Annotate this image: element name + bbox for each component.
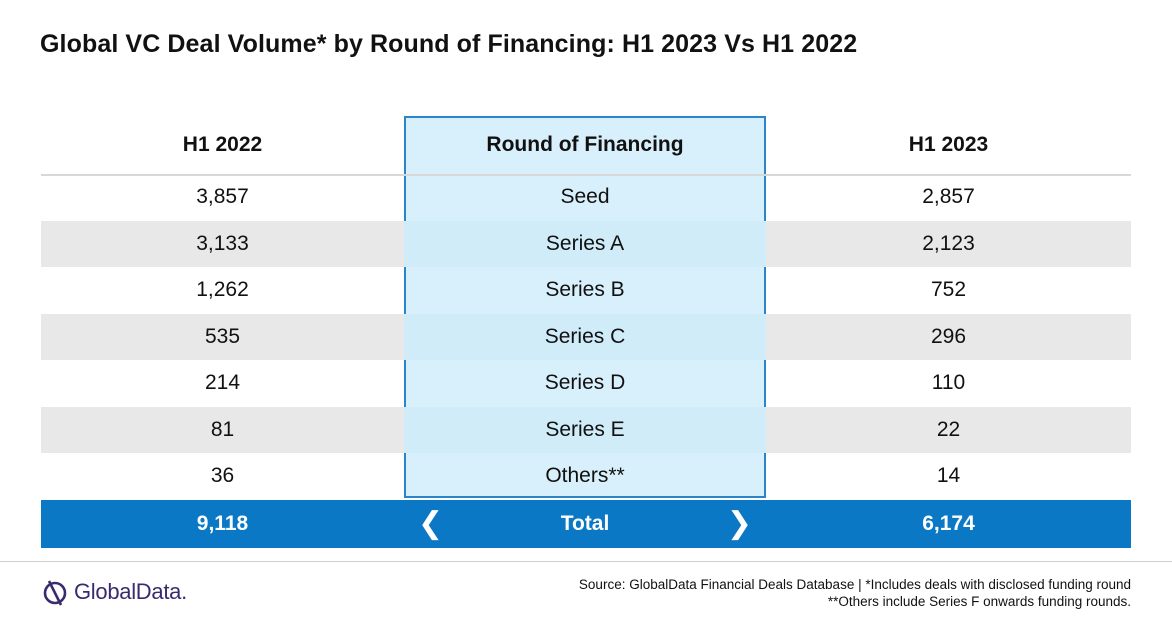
cell-h1-2022: 36 bbox=[210, 464, 235, 488]
source-line-1: Source: GlobalData Financial Deals Datab… bbox=[578, 577, 1131, 592]
cell-h1-2022: 3,133 bbox=[196, 231, 249, 255]
total-label: Total bbox=[560, 512, 610, 535]
cell-h1-2023: 22 bbox=[936, 417, 961, 441]
cell-h1-2023: 2,857 bbox=[922, 185, 975, 209]
footer-divider bbox=[0, 561, 1172, 562]
cell-h1-2022: 81 bbox=[210, 417, 235, 441]
cell-h1-2022: 3,857 bbox=[196, 185, 249, 209]
chart-title: Global VC Deal Volume* by Round of Finan… bbox=[40, 30, 858, 58]
header-round: Round of Financing bbox=[486, 133, 684, 156]
header-h1-2022: H1 2022 bbox=[182, 133, 263, 156]
total-h1-2023: 6,174 bbox=[922, 512, 975, 535]
logo-text: GlobalData. bbox=[74, 579, 187, 604]
cell-round: Series B bbox=[545, 278, 625, 302]
table-row: 3,133 Series A 2,123 bbox=[41, 220, 1131, 267]
deal-volume-table: H1 2022 Round of Financing H1 2023 3,857… bbox=[41, 116, 1131, 548]
cell-h1-2023: 752 bbox=[930, 278, 967, 302]
header-h1-2023: H1 2023 bbox=[908, 133, 989, 156]
total-row: 9,118 ❮ Total ❯ 6,174 bbox=[41, 500, 1131, 548]
chevron-right-icon: ❯ bbox=[726, 507, 752, 540]
cell-round: Series E bbox=[404, 406, 766, 453]
source-note: Source: GlobalData Financial Deals Datab… bbox=[579, 576, 1131, 610]
table-header-row: H1 2022 Round of Financing H1 2023 bbox=[41, 116, 1131, 176]
cell-h1-2023: 2,123 bbox=[922, 231, 975, 255]
total-label-cell: ❮ Total ❯ bbox=[404, 500, 766, 548]
total-h1-2022: 9,118 bbox=[196, 512, 249, 535]
cell-round: Others** bbox=[545, 464, 625, 488]
table-row: 81 Series E 22 bbox=[41, 406, 1131, 453]
cell-round: Seed bbox=[560, 185, 610, 209]
cell-h1-2023: 296 bbox=[930, 324, 967, 348]
table-row: 535 Series C 296 bbox=[41, 313, 1131, 360]
cell-round: Series C bbox=[404, 313, 766, 360]
source-line-2: **Others include Series F onwards fundin… bbox=[827, 594, 1131, 609]
cell-h1-2023: 14 bbox=[936, 464, 961, 488]
cell-round: Series D bbox=[544, 371, 626, 395]
cell-h1-2023: 110 bbox=[931, 371, 966, 395]
globaldata-logo: GlobalData. bbox=[42, 578, 187, 606]
table-row: 3,857 Seed 2,857 bbox=[41, 174, 1131, 221]
cell-h1-2022: 535 bbox=[204, 324, 241, 348]
table-row: 36 Others** 14 bbox=[41, 453, 1131, 500]
cell-round: Series A bbox=[404, 220, 766, 267]
table-row: 214 Series D 110 bbox=[41, 360, 1131, 407]
cell-h1-2022: 214 bbox=[204, 371, 241, 395]
cell-h1-2022: 1,262 bbox=[196, 278, 249, 302]
globaldata-logo-icon bbox=[43, 580, 67, 606]
table-row: 1,262 Series B 752 bbox=[41, 267, 1131, 314]
chevron-left-icon: ❮ bbox=[418, 507, 444, 540]
